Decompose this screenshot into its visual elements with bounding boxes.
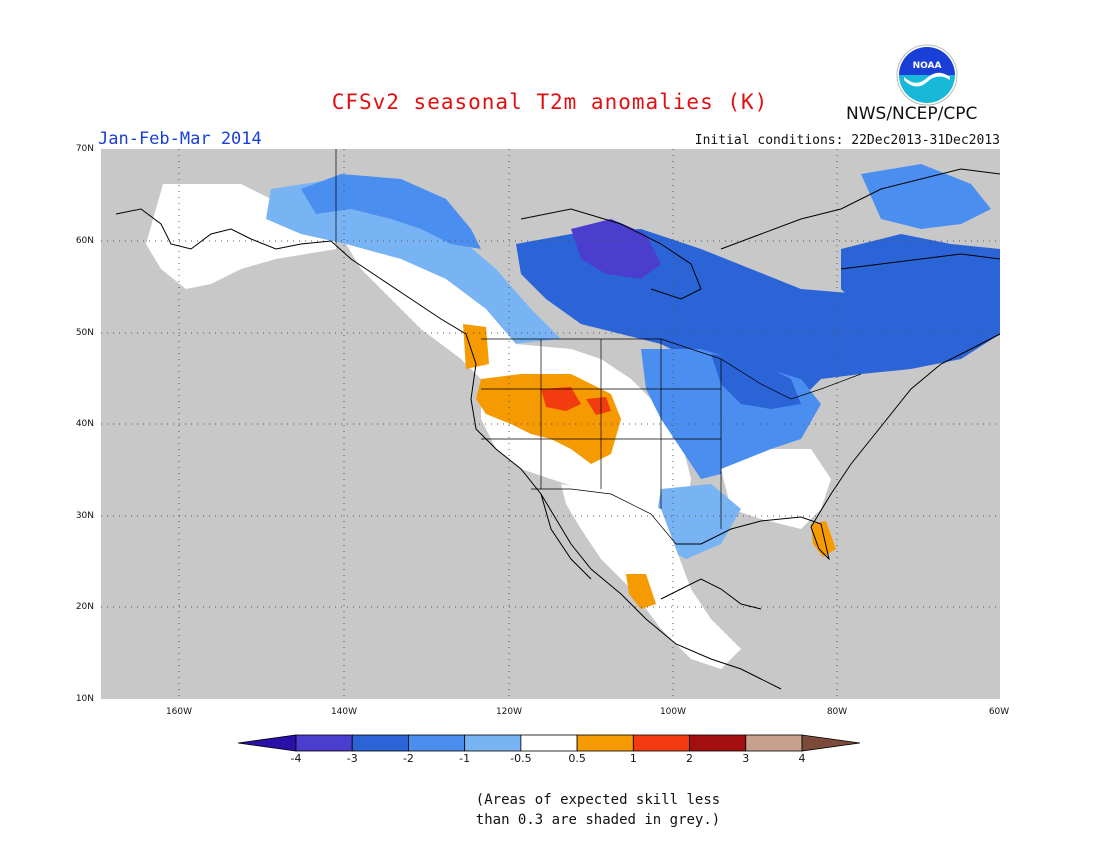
colorbar-tick-label: 3 — [742, 752, 750, 765]
colorbar-bin — [464, 734, 522, 752]
forecast-period: Jan-Feb-Mar 2014 — [98, 129, 262, 149]
region-mexico-neutral — [561, 484, 741, 669]
colorbar-bin — [351, 734, 409, 752]
lat-label: 20N — [75, 602, 94, 612]
region-yukon-light-blue — [266, 179, 561, 344]
political-boundaries — [335, 149, 862, 545]
region-lakes-deep — [711, 354, 801, 409]
colorbar-tick-label: -2 — [402, 752, 414, 765]
region-colorado-hot — [586, 397, 611, 415]
region-yukon-blue — [301, 174, 481, 249]
anomaly-map — [101, 149, 1000, 699]
lat-label: 70N — [75, 144, 94, 154]
colorbar-tick-label: -1 — [459, 752, 471, 765]
colorbar — [238, 734, 860, 752]
noaa-logo-icon: NOAA — [896, 44, 958, 106]
colorbar-bin — [295, 734, 353, 752]
colorbar-bin — [520, 734, 578, 752]
colorbar-tick-label: 1 — [629, 752, 637, 765]
lat-label: 10N — [75, 694, 94, 704]
lon-label: 60W — [988, 707, 1010, 717]
initial-conditions: Initial conditions: 22Dec2013-31Dec2013 — [694, 133, 1000, 148]
lon-label: 80W — [826, 707, 848, 717]
agency-label: NWS/NCEP/CPC — [846, 104, 978, 124]
region-gulf-light-blue — [656, 484, 741, 559]
colorbar-tick-label: 2 — [686, 752, 694, 765]
colorbar-bin — [576, 734, 634, 752]
coastlines — [115, 168, 1000, 690]
colorbar-tick-label: -3 — [346, 752, 358, 765]
svg-text:NOAA: NOAA — [913, 61, 942, 71]
lon-label: 120W — [495, 707, 523, 717]
lat-label: 30N — [75, 511, 94, 521]
colorbar-low-arrow — [238, 734, 297, 752]
lon-label: 100W — [659, 707, 687, 717]
region-florida-warm — [811, 521, 836, 557]
colorbar-bin — [745, 734, 803, 752]
colorbar-tick-label: 0.5 — [568, 752, 586, 765]
lat-label: 40N — [75, 419, 94, 429]
region-mexico-warm — [626, 574, 656, 609]
region-oregon-warm — [463, 324, 489, 369]
region-hudson-deep — [571, 219, 661, 279]
colorbar-bin — [408, 734, 466, 752]
colorbar-tick-label: 4 — [798, 752, 806, 765]
colorbar-high-arrow — [801, 734, 860, 752]
lat-label: 50N — [75, 328, 94, 338]
lon-label: 160W — [165, 707, 193, 717]
map-title: CFSv2 seasonal T2m anomalies (K) — [331, 90, 769, 114]
colorbar-bin — [689, 734, 747, 752]
region-west-warm — [476, 374, 621, 464]
colorbar-tick-label: -4 — [290, 752, 302, 765]
region-west-hot — [541, 387, 581, 411]
footnote-line-1: (Areas of expected skill less — [475, 792, 721, 808]
lat-label: 60N — [75, 236, 94, 246]
colorbar-bin — [632, 734, 690, 752]
footnote-line-2: than 0.3 are shaded in grey.) — [475, 812, 721, 828]
region-southeast-neutral — [721, 449, 831, 529]
region-greenland-light — [861, 164, 991, 229]
footnote: (Areas of expected skill less than 0.3 a… — [0, 790, 1100, 830]
lon-label: 140W — [330, 707, 358, 717]
colorbar-tick-label: -0.5 — [510, 752, 532, 765]
